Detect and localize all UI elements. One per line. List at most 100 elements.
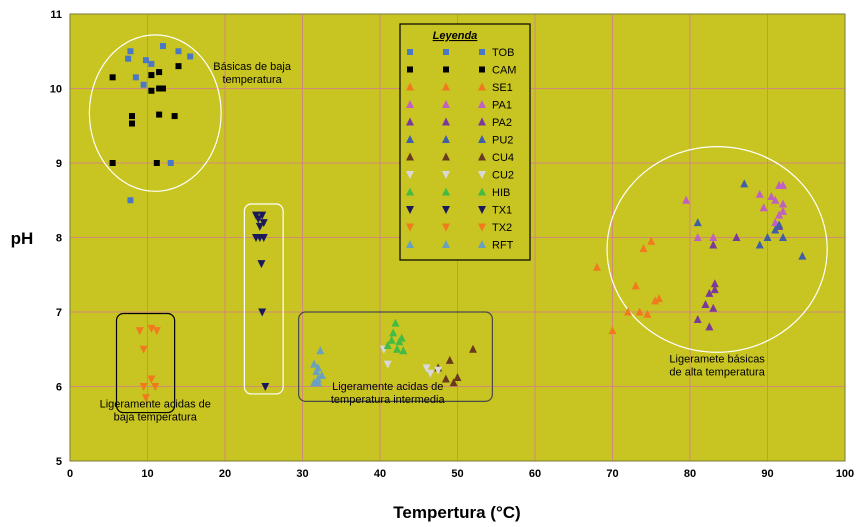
point-se1 bbox=[631, 281, 640, 290]
y-tick-label: 10 bbox=[50, 84, 62, 96]
point-pa1 bbox=[771, 195, 780, 204]
point-pa2 bbox=[710, 285, 719, 294]
point-pa1 bbox=[775, 210, 784, 219]
point-se1 bbox=[639, 244, 648, 253]
x-tick-label: 90 bbox=[761, 468, 773, 480]
point-se1 bbox=[651, 296, 660, 305]
point-cu4 bbox=[469, 344, 477, 353]
point-pa1 bbox=[779, 206, 787, 215]
legend-label-pa2: PA2 bbox=[492, 117, 512, 129]
legend-marker-cu2 bbox=[406, 171, 414, 179]
x-axis-title: Tempertura (°C) bbox=[393, 503, 520, 522]
point-cu4 bbox=[449, 378, 458, 387]
legend-marker-tob bbox=[407, 49, 413, 55]
annotation-acidas-baja: baja temperatura bbox=[114, 411, 198, 423]
point-cam bbox=[175, 63, 182, 70]
legend-marker-se1 bbox=[442, 82, 450, 91]
point-se1 bbox=[647, 236, 656, 245]
legend-label-cu2: CU2 bbox=[492, 170, 514, 182]
point-pa2 bbox=[701, 300, 710, 309]
point-cam bbox=[153, 160, 160, 166]
legend-marker-pa2 bbox=[406, 117, 414, 126]
point-pa1 bbox=[755, 189, 764, 198]
legend-marker-tob bbox=[443, 49, 449, 55]
point-hib bbox=[383, 341, 392, 350]
point-pu2 bbox=[693, 218, 702, 227]
point-tx2 bbox=[139, 345, 148, 354]
legend-marker-rft bbox=[478, 240, 486, 248]
point-cam bbox=[129, 120, 135, 127]
legend-box bbox=[399, 23, 531, 261]
point-pa1 bbox=[767, 192, 776, 201]
point-se1 bbox=[608, 326, 617, 335]
legend-marker-pa1 bbox=[478, 100, 486, 108]
point-pu2 bbox=[763, 233, 772, 241]
circle-basicas-alta bbox=[606, 146, 828, 353]
point-pa2 bbox=[732, 233, 741, 241]
legend-marker-tx1 bbox=[478, 206, 486, 214]
legend-label-rft: RFT bbox=[492, 240, 514, 252]
point-tob bbox=[175, 48, 182, 55]
point-tob bbox=[140, 81, 147, 88]
legend-marker-hib bbox=[406, 187, 414, 196]
point-tx1 bbox=[258, 308, 267, 317]
point-cam bbox=[156, 85, 163, 92]
legend-marker-pu2 bbox=[442, 135, 450, 143]
point-cam bbox=[109, 160, 116, 166]
point-rft bbox=[310, 378, 319, 387]
point-tx1 bbox=[261, 383, 270, 391]
point-tx1 bbox=[254, 215, 263, 224]
point-cu4 bbox=[441, 374, 450, 383]
point-tx1 bbox=[257, 260, 266, 269]
point-cu2 bbox=[434, 366, 443, 375]
point-hib bbox=[397, 333, 406, 342]
point-pu2 bbox=[779, 233, 787, 241]
legend-title: Leyenda bbox=[433, 30, 478, 42]
point-se1 bbox=[635, 307, 644, 316]
legend-marker-tx2 bbox=[406, 223, 414, 232]
legend-marker-pa1 bbox=[442, 100, 450, 108]
point-se1 bbox=[643, 309, 652, 318]
point-tob bbox=[142, 57, 149, 64]
x-tick-label: 40 bbox=[374, 468, 386, 480]
point-pa2 bbox=[705, 288, 714, 297]
legend-label-pu2: PU2 bbox=[492, 135, 513, 147]
x-tick-label: 100 bbox=[836, 468, 854, 480]
legend-label-tx2: TX2 bbox=[492, 222, 512, 234]
y-tick-label: 11 bbox=[50, 9, 62, 21]
x-tick-label: 20 bbox=[219, 468, 231, 480]
legend-marker-cu2 bbox=[478, 171, 486, 179]
point-tx2 bbox=[141, 394, 150, 403]
legend-marker-cu4 bbox=[478, 152, 486, 161]
legend-marker-tx1 bbox=[442, 206, 450, 214]
point-hib bbox=[391, 318, 400, 327]
data-points bbox=[109, 43, 807, 403]
point-tx1 bbox=[259, 219, 268, 228]
x-tick-label: 70 bbox=[606, 468, 618, 480]
legend-marker-cam bbox=[479, 66, 485, 73]
ellipse-basicas-baja bbox=[88, 34, 222, 192]
x-tick-label: 80 bbox=[684, 468, 696, 480]
point-rft bbox=[314, 363, 322, 372]
legend-label-cam: CAM bbox=[492, 65, 516, 77]
point-tx1 bbox=[259, 234, 268, 242]
point-pu2 bbox=[755, 240, 764, 249]
point-cam bbox=[171, 113, 178, 120]
x-tick-label: 30 bbox=[296, 468, 308, 480]
legend-label-hib: HIB bbox=[492, 187, 510, 199]
y-tick-label: 7 bbox=[56, 307, 62, 319]
point-cam bbox=[148, 72, 155, 79]
legend-marker-rft bbox=[442, 240, 450, 248]
point-pa2 bbox=[705, 322, 714, 331]
y-tick-label: 9 bbox=[56, 158, 62, 170]
rect-tx1 bbox=[243, 203, 284, 395]
point-tx2 bbox=[135, 327, 144, 336]
point-pu2 bbox=[798, 251, 807, 260]
legend-marker-hib bbox=[442, 187, 450, 196]
annotation-basicas-alta: de alta temperatura bbox=[669, 367, 765, 379]
legend-marker-se1 bbox=[406, 82, 414, 91]
point-tx2 bbox=[151, 383, 160, 391]
legend-marker-pa2 bbox=[442, 117, 450, 126]
point-tob bbox=[160, 43, 166, 50]
